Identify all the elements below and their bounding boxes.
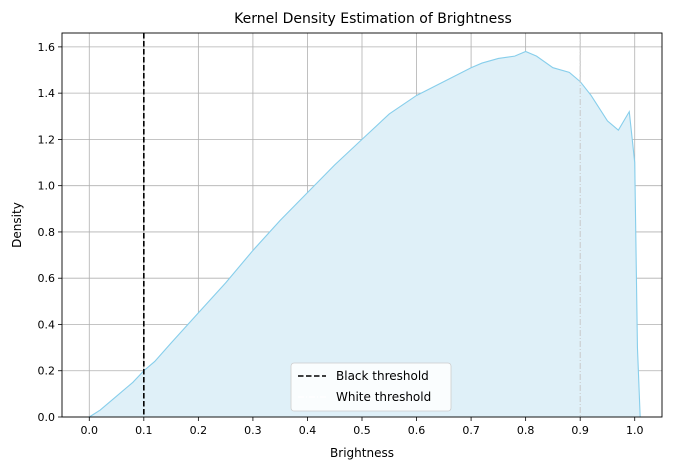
y-tick-label-3: 0.6 [38, 272, 56, 285]
legend-label-black-threshold: Black threshold [336, 369, 429, 383]
y-axis-label: Density [10, 202, 24, 248]
y-tick-label-4: 0.8 [38, 226, 56, 239]
x-tick-label-2: 0.2 [190, 424, 208, 437]
y-axis-ticks: 0.0 0.2 0.4 0.6 0.8 1.0 1.2 1.4 1.6 [38, 41, 62, 424]
x-tick-label-10: 1.0 [626, 424, 644, 437]
x-tick-label-5: 0.5 [353, 424, 371, 437]
x-axis-ticks: 0.0 0.1 0.2 0.3 0.4 0.5 0.6 0.7 0.8 0.9 1.0 [81, 417, 644, 437]
x-axis-label: Brightness [330, 446, 394, 460]
y-tick-label-7: 1.4 [38, 87, 56, 100]
legend-box [290, 362, 452, 412]
x-tick-label-9: 0.9 [571, 424, 589, 437]
density-fill-0 [89, 51, 641, 417]
chart-title: Kernel Density Estimation of Brightness [234, 11, 512, 27]
y-tick-label-0: 0.0 [38, 411, 56, 424]
x-tick-label-1: 0.1 [135, 424, 153, 437]
y-tick-label-6: 1.2 [38, 133, 56, 146]
y-tick-label-8: 1.6 [38, 41, 56, 54]
x-tick-label-8: 0.8 [517, 424, 535, 437]
y-tick-label-2: 0.4 [38, 318, 56, 331]
density-area-group [88, 50, 641, 418]
x-tick-label-0: 0.0 [81, 424, 99, 437]
threshold-lines [143, 33, 581, 417]
legend: Black threshold White threshold [290, 362, 452, 412]
density-line-0 [88, 50, 641, 418]
y-tick-label-1: 0.2 [38, 365, 56, 378]
x-tick-label-3: 0.3 [244, 424, 262, 437]
y-tick-label-5: 1.0 [38, 180, 56, 193]
x-tick-label-4: 0.4 [299, 424, 317, 437]
x-tick-label-6: 0.6 [408, 424, 426, 437]
legend-label-white-threshold: White threshold [336, 390, 431, 404]
x-tick-label-7: 0.7 [462, 424, 480, 437]
